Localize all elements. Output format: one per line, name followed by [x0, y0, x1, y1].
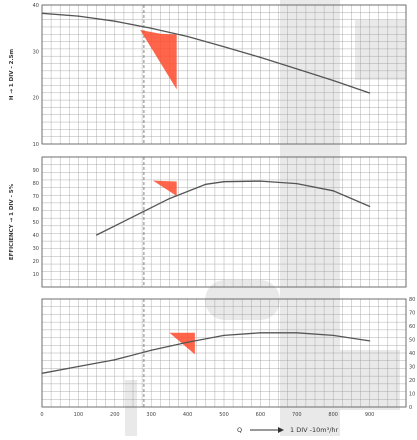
y-axis-title-head: H → 1 DIV - 2.5m	[9, 49, 15, 101]
y-axis-arrow: →	[9, 87, 15, 95]
y-tick-label: 60	[409, 324, 415, 330]
y-tick-label: 80	[33, 181, 39, 187]
series-point	[260, 57, 261, 58]
y-axis-unit: 1 DIV - 5%	[9, 183, 15, 216]
x-tick-label: 900	[365, 412, 375, 418]
y-tick-label: 60	[33, 207, 39, 213]
y-axis-arrow: →	[9, 216, 15, 224]
series-point	[369, 92, 370, 93]
y-tick-label: 10	[409, 392, 415, 398]
y-tick-label: 10	[33, 272, 39, 278]
series-point	[223, 335, 224, 336]
y-tick-label: 0	[409, 405, 412, 411]
grid-head	[42, 5, 406, 144]
series-point	[187, 36, 188, 37]
series-point	[132, 216, 133, 217]
series-point	[333, 335, 334, 336]
series-point	[187, 342, 188, 343]
y-tick-label: 20	[409, 378, 415, 384]
series-point	[114, 359, 115, 360]
series-point	[333, 190, 334, 191]
y-axis-title-efficiency: EFFICIENCY → 1 DIV - 5%	[9, 183, 15, 260]
y-tick-label: 20	[33, 259, 39, 265]
x-tick-label: 400	[183, 412, 193, 418]
series-point	[260, 180, 261, 181]
x-tick-label: 800	[328, 412, 338, 418]
y-tick-label: 30	[33, 49, 39, 55]
y-tick-label: 70	[33, 194, 39, 200]
series-point	[369, 340, 370, 341]
series-point	[223, 181, 224, 182]
series-point	[114, 21, 115, 22]
series-point	[296, 68, 297, 69]
x-axis-unit-label: 1 DIV -10m³/hr	[290, 426, 339, 434]
y-tick-label: 70	[409, 311, 415, 317]
x-tick-label: 100	[74, 412, 84, 418]
y-tick-label: 30	[33, 246, 39, 252]
series-point	[296, 183, 297, 184]
y-tick-label: 40	[33, 3, 39, 9]
y-tick-label: 90	[33, 168, 39, 174]
x-tick-label: 500	[219, 412, 229, 418]
x-tick-label: 300	[146, 412, 156, 418]
x-tick-label: 700	[292, 412, 302, 418]
series-point	[78, 366, 79, 367]
y-tick-label: 20	[33, 96, 39, 102]
y-tick-label: 50	[33, 220, 39, 226]
series-point	[96, 234, 97, 235]
series-point	[296, 332, 297, 333]
y-tick-label: 40	[409, 351, 415, 357]
series-point	[151, 28, 152, 29]
y-axis-prefix: EFFICIENCY	[9, 223, 15, 260]
series-point	[205, 184, 206, 185]
series-point	[151, 350, 152, 351]
x-tick-label: 0	[40, 412, 43, 418]
grid-efficiency	[42, 157, 406, 287]
x-tick-label: 600	[256, 412, 266, 418]
series-point	[260, 332, 261, 333]
y-tick-label: 40	[33, 233, 39, 239]
series-point	[369, 206, 370, 207]
series-point	[41, 13, 42, 14]
y-tick-label: 80	[409, 297, 415, 303]
y-tick-label: 50	[409, 338, 415, 344]
series-point	[169, 198, 170, 199]
y-tick-label: 30	[409, 365, 415, 371]
x-axis-label: Q	[237, 426, 242, 434]
series-point	[223, 46, 224, 47]
grid-power	[42, 299, 406, 407]
x-tick-label: 200	[110, 412, 120, 418]
y-axis-unit: 1 DIV - 2.5m	[9, 49, 15, 87]
series-point	[333, 80, 334, 81]
series-point	[78, 16, 79, 17]
y-tick-label: 10	[33, 142, 39, 148]
series-point	[41, 373, 42, 374]
